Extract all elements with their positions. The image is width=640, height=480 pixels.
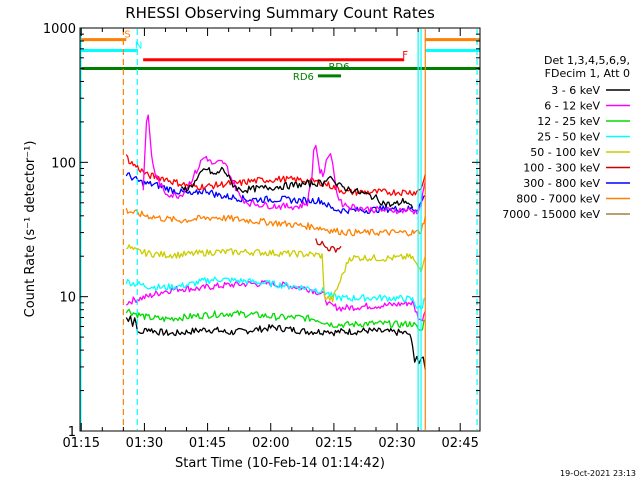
legend-entry-label: 6 - 12 keV xyxy=(544,100,600,113)
x-tick-label: 01:30 xyxy=(126,436,163,451)
state-bar-label: S xyxy=(124,30,130,41)
x-tick-label: 01:45 xyxy=(189,436,226,451)
series-line xyxy=(125,172,426,215)
x-tick-label: 02:45 xyxy=(441,436,478,451)
x-axis-label: Start Time (10-Feb-14 01:14:42) xyxy=(175,456,385,471)
vertical-markers xyxy=(80,29,478,430)
y-tick-label: 10 xyxy=(59,291,76,306)
x-tick-label: 01:15 xyxy=(63,436,100,451)
plot-frame xyxy=(79,27,481,432)
timestamp: 19-Oct-2021 23:13 xyxy=(560,469,636,478)
chart-title: RHESSI Observing Summary Count Rates xyxy=(125,4,435,22)
legend-header: Det 1,3,4,5,6,9, xyxy=(544,54,630,67)
series-line xyxy=(180,166,414,209)
legend-header: FDecim 1, Att 0 xyxy=(545,67,630,80)
series-line xyxy=(125,154,426,197)
y-tick-label: 1 xyxy=(68,425,76,440)
state-bars: SN F RD6 RD6 xyxy=(80,30,480,83)
legend-entry-label: 3 - 6 keV xyxy=(551,84,600,97)
state-bar-label: N xyxy=(135,40,142,51)
legend-entry-label: 50 - 100 keV xyxy=(530,146,600,159)
state-bar-label: F xyxy=(402,50,408,61)
series-line xyxy=(315,238,342,253)
state-bar-label: RD6 xyxy=(293,72,314,83)
series-line xyxy=(125,315,426,370)
legend-entry-label: 800 - 7000 keV xyxy=(516,193,600,206)
series-line xyxy=(125,308,426,332)
x-tick-label: 02:30 xyxy=(378,436,415,451)
y-axis-label: Count Rate (s⁻¹ detector⁻¹) xyxy=(23,141,38,318)
data-series xyxy=(125,114,426,370)
axes: 01:15 01:30 01:45 02:00 02:15 02:30 02:45 1 10 10… xyxy=(43,22,480,451)
state-label: RD6 xyxy=(328,62,349,73)
x-tick-label: 02:00 xyxy=(252,436,289,451)
legend-entry-label: 100 - 300 keV xyxy=(523,162,600,175)
legend-entry-label: 12 - 25 keV xyxy=(537,115,600,128)
legend-entry-label: 25 - 50 keV xyxy=(537,131,600,144)
legend: Det 1,3,4,5,6,9,FDecim 1, Att 0 3 - 6 keV… xyxy=(502,54,630,221)
series-line xyxy=(126,244,426,303)
series-line xyxy=(125,276,426,310)
x-tick-label: 02:15 xyxy=(315,436,352,451)
legend-entry-label: 7000 - 15000 keV xyxy=(502,208,600,221)
series-line xyxy=(142,114,426,215)
y-tick-label: 1000 xyxy=(43,22,76,37)
legend-entry-label: 300 - 800 keV xyxy=(523,177,600,190)
y-tick-label: 100 xyxy=(51,156,76,171)
series-line xyxy=(125,208,426,237)
